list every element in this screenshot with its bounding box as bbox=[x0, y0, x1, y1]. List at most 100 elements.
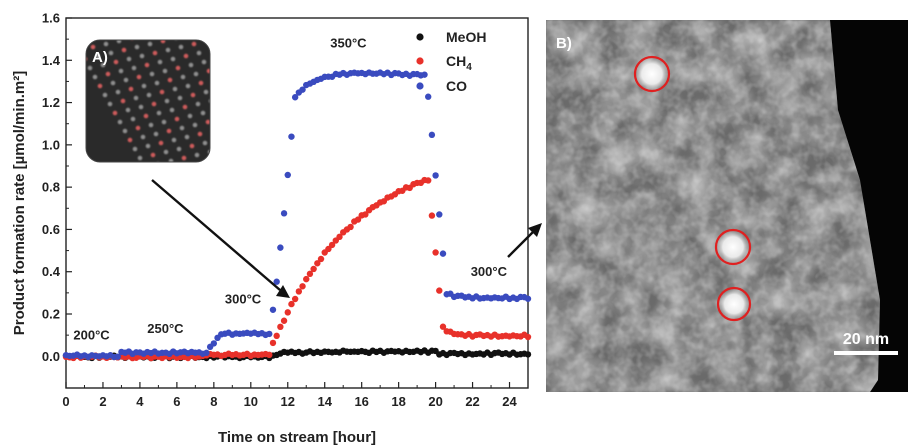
y-tick-label: 1.4 bbox=[42, 53, 61, 68]
inset-atom bbox=[202, 140, 208, 146]
x-tick-label: 2 bbox=[99, 394, 106, 409]
nanoparticle-marker-2 bbox=[714, 228, 752, 266]
ch4-point bbox=[280, 317, 288, 324]
panel-b-label: B) bbox=[556, 35, 572, 52]
ch4-point bbox=[328, 241, 336, 249]
arrows bbox=[151, 179, 542, 298]
inset-atom bbox=[99, 33, 104, 38]
inset-atom bbox=[182, 104, 188, 110]
inset-atom bbox=[158, 140, 164, 146]
co-point bbox=[288, 133, 295, 140]
legend-label-meoh: MeOH bbox=[446, 29, 486, 45]
plot-area: 0 2 4 6 8 10 12 14 16 18 20 22 24 0.00.20.40.60.81.0… bbox=[42, 11, 532, 409]
inset-atom bbox=[163, 149, 169, 155]
inset-atom bbox=[168, 158, 174, 162]
meoh-point bbox=[524, 351, 532, 358]
arrow-panel-b-head bbox=[528, 223, 542, 237]
inset-atom bbox=[105, 71, 111, 77]
inset-atom bbox=[191, 41, 197, 47]
ch4-point bbox=[288, 300, 295, 308]
y-axis: 0.0 0.2 0.4 0.6 0.8 1.0 1.2 1.4 1.6 bbox=[42, 11, 72, 364]
inset-atom bbox=[118, 68, 124, 74]
inset-atom bbox=[113, 59, 119, 65]
co-point bbox=[436, 211, 443, 218]
ch4-point bbox=[306, 270, 314, 278]
ch4-point bbox=[347, 223, 354, 231]
x-tick-label: 12 bbox=[281, 394, 295, 409]
inset-atom bbox=[133, 95, 139, 101]
inset-atom bbox=[128, 86, 134, 92]
inset-atom bbox=[195, 101, 201, 107]
ch4-point bbox=[317, 255, 325, 263]
inset-atom bbox=[204, 40, 210, 44]
inset-atom bbox=[214, 108, 219, 113]
scale-bar bbox=[834, 351, 898, 355]
ch4-point bbox=[325, 245, 332, 253]
co-point bbox=[425, 93, 432, 100]
legend-label-ch4-main: CH bbox=[446, 53, 466, 69]
arrow-inset-line bbox=[151, 179, 281, 291]
inset-atom bbox=[174, 116, 180, 122]
inset-atom bbox=[139, 53, 145, 59]
inset-atom bbox=[140, 134, 146, 140]
panel-a-label: A) bbox=[92, 49, 108, 66]
x-tick-label: 14 bbox=[317, 394, 332, 409]
legend-marker-co bbox=[416, 82, 424, 90]
inset-atom bbox=[125, 107, 131, 113]
inset-atom bbox=[178, 44, 184, 50]
temperature-label: 200°C bbox=[73, 327, 110, 342]
ch4-point bbox=[291, 295, 299, 303]
temperature-labels: 200°C 250°C 300°C 350°C 300°C bbox=[73, 36, 507, 343]
inset-atom bbox=[127, 137, 133, 143]
legend-label-ch4: CH4 bbox=[446, 53, 472, 73]
inset-atom bbox=[161, 119, 167, 125]
inset-atom bbox=[198, 80, 204, 86]
inset-atom bbox=[184, 134, 190, 140]
temperature-label: 300°C bbox=[471, 264, 508, 279]
nanoparticle-glow-1 bbox=[635, 57, 669, 91]
inset-atom bbox=[123, 77, 129, 83]
ch4-point bbox=[432, 249, 439, 256]
y-tick-label: 1.2 bbox=[42, 95, 60, 110]
inset-atom bbox=[180, 74, 186, 80]
inset-atom bbox=[144, 62, 150, 68]
inset-atom bbox=[130, 116, 136, 122]
inset-atom bbox=[143, 33, 148, 38]
co-point bbox=[432, 172, 439, 179]
legend-label-ch4-sub: 4 bbox=[466, 62, 472, 73]
y-tick-label: 0.4 bbox=[42, 264, 61, 279]
ch4-point bbox=[266, 351, 273, 359]
temperature-label: 300°C bbox=[225, 291, 262, 306]
inset-atom bbox=[156, 110, 162, 116]
legend-marker-ch4 bbox=[416, 57, 424, 65]
inset-atom bbox=[162, 68, 168, 74]
inset-atom bbox=[175, 65, 181, 71]
arrow-panel-b-line bbox=[507, 230, 535, 258]
inset-atom bbox=[153, 131, 159, 137]
inset-atom bbox=[134, 44, 140, 50]
inset-atom bbox=[87, 65, 93, 71]
inset-atom bbox=[145, 143, 151, 149]
co-point bbox=[284, 171, 291, 179]
inset-atom bbox=[160, 40, 166, 44]
inset-atom bbox=[148, 122, 154, 128]
inset-atom bbox=[100, 62, 106, 68]
ch4-point bbox=[362, 211, 369, 218]
nanoparticle-glow-2 bbox=[716, 230, 750, 264]
ch4-point bbox=[425, 177, 432, 184]
x-tick-label: 10 bbox=[244, 394, 258, 409]
data-points bbox=[62, 69, 532, 362]
ch4-point bbox=[284, 309, 291, 316]
inset-atom bbox=[131, 65, 137, 71]
arrow-inset-head bbox=[276, 285, 290, 298]
inset-atom bbox=[167, 77, 173, 83]
inset-background bbox=[86, 40, 210, 162]
co-point bbox=[291, 94, 299, 101]
inset-atom bbox=[194, 152, 200, 158]
inset-atom bbox=[200, 110, 206, 116]
inset-atom bbox=[187, 33, 192, 38]
co-point bbox=[299, 86, 306, 93]
inset-atom bbox=[218, 36, 223, 41]
inset-atom bbox=[78, 48, 83, 53]
inset-atom bbox=[190, 92, 196, 98]
